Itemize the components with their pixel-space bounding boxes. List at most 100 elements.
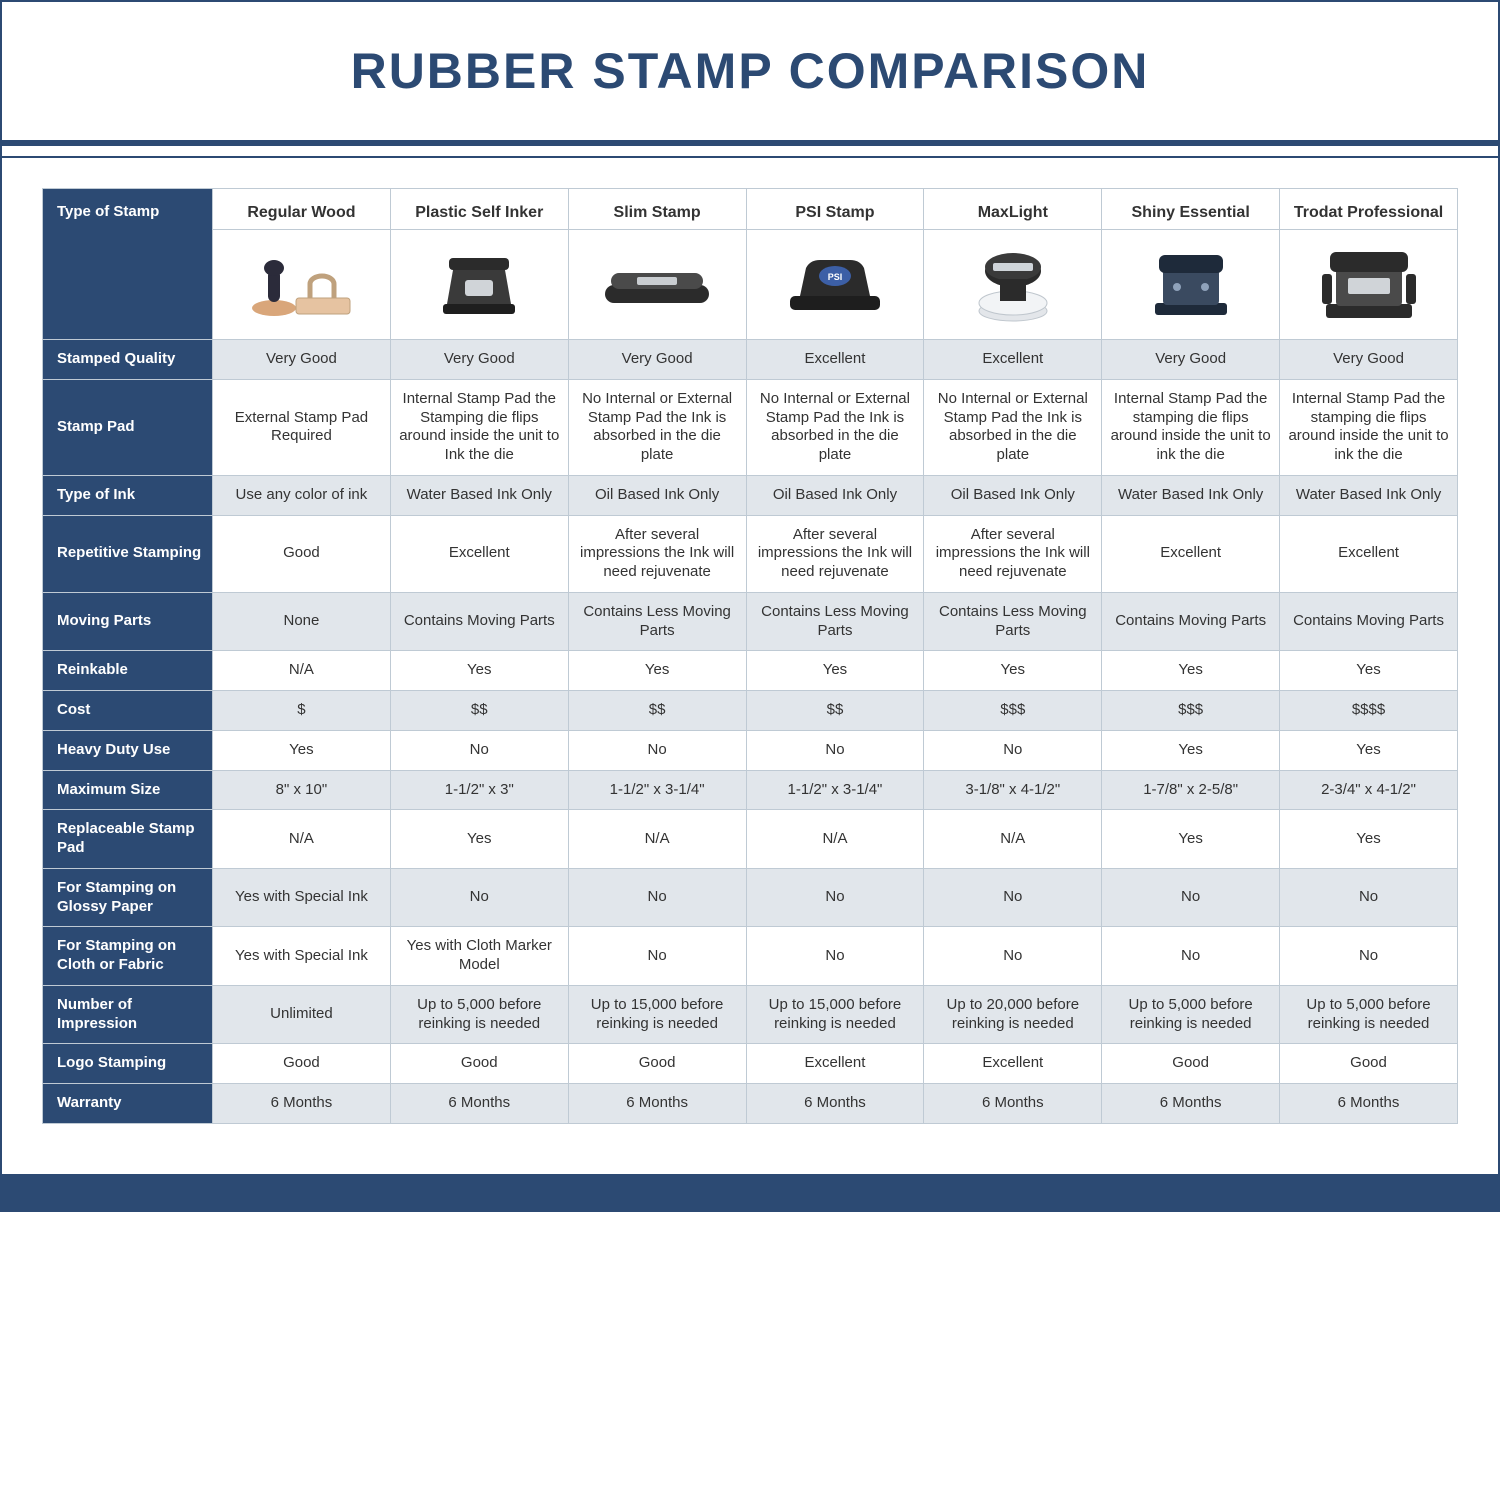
- row-label: Cost: [43, 691, 213, 731]
- table-cell: Yes: [390, 651, 568, 691]
- table-cell: Yes: [390, 810, 568, 869]
- psi-stamp-icon: PSI: [780, 252, 890, 317]
- table-cell: No: [390, 730, 568, 770]
- table-cell: No: [1102, 868, 1280, 927]
- table-cell: No: [390, 868, 568, 927]
- stamp-image-cell: [390, 230, 568, 340]
- table-cell: Excellent: [1102, 515, 1280, 592]
- table-cell: $$$: [1102, 691, 1280, 731]
- table-cell: Oil Based Ink Only: [568, 475, 746, 515]
- table-cell: Up to 5,000 before reinking is needed: [390, 985, 568, 1044]
- stamp-image-cell: [924, 230, 1102, 340]
- table-cell: Yes: [1280, 651, 1458, 691]
- table-cell: Internal Stamp Pad the Stamping die flip…: [390, 379, 568, 475]
- table-cell: Up to 5,000 before reinking is needed: [1280, 985, 1458, 1044]
- table-cell: Yes: [924, 651, 1102, 691]
- maxlight-stamp-icon: [968, 245, 1058, 325]
- table-cell: No: [1102, 927, 1280, 986]
- table-cell: Excellent: [746, 1044, 924, 1084]
- table-cell: Up to 15,000 before reinking is needed: [568, 985, 746, 1044]
- table-cell: Yes: [1102, 810, 1280, 869]
- table-cell: None: [213, 592, 391, 651]
- table-cell: Contains Less Moving Parts: [924, 592, 1102, 651]
- col-header: PSI Stamp: [746, 189, 924, 230]
- table-cell: After several impressions the Ink will n…: [746, 515, 924, 592]
- shiny-stamp-icon: [1141, 247, 1241, 322]
- table-cell: Very Good: [390, 340, 568, 380]
- wood-stamp-icon: [246, 250, 356, 320]
- table-cell: 6 Months: [1102, 1084, 1280, 1124]
- stamp-image-cell: [568, 230, 746, 340]
- table-cell: Very Good: [1280, 340, 1458, 380]
- table-cell: N/A: [924, 810, 1102, 869]
- table-cell: 6 Months: [924, 1084, 1102, 1124]
- row-label: Reinkable: [43, 651, 213, 691]
- table-cell: No: [568, 868, 746, 927]
- table-row: Maximum Size8" x 10"1-1/2" x 3"1-1/2" x …: [43, 770, 1458, 810]
- table-cell: 2-3/4" x 4-1/2": [1280, 770, 1458, 810]
- table-cell: N/A: [213, 651, 391, 691]
- table-cell: Yes: [1102, 730, 1280, 770]
- table-cell: Excellent: [1280, 515, 1458, 592]
- table-cell: Excellent: [924, 1044, 1102, 1084]
- table-cell: Yes with Cloth Marker Model: [390, 927, 568, 986]
- column-header-row: Type of Stamp Regular Wood Plastic Self …: [43, 189, 1458, 230]
- col-header: Shiny Essential: [1102, 189, 1280, 230]
- table-cell: Yes: [568, 651, 746, 691]
- row-label-type-of-stamp: Type of Stamp: [43, 189, 213, 340]
- col-header: Slim Stamp: [568, 189, 746, 230]
- table-cell: Up to 15,000 before reinking is needed: [746, 985, 924, 1044]
- row-label: Type of Ink: [43, 475, 213, 515]
- table-cell: Contains Less Moving Parts: [568, 592, 746, 651]
- table-cell: Good: [213, 1044, 391, 1084]
- table-cell: $$: [568, 691, 746, 731]
- table-row: ReinkableN/AYesYesYesYesYesYes: [43, 651, 1458, 691]
- table-cell: Oil Based Ink Only: [746, 475, 924, 515]
- stamp-image-cell: PSI: [746, 230, 924, 340]
- comparison-table: Type of Stamp Regular Wood Plastic Self …: [42, 188, 1458, 1124]
- table-cell: Good: [390, 1044, 568, 1084]
- table-cell: $$: [746, 691, 924, 731]
- table-cell: $: [213, 691, 391, 731]
- table-cell: No: [746, 730, 924, 770]
- stamp-image-row: PSI: [43, 230, 1458, 340]
- row-label: Repetitive Stamping: [43, 515, 213, 592]
- table-cell: N/A: [568, 810, 746, 869]
- table-cell: N/A: [213, 810, 391, 869]
- table-row: For Stamping on Glossy PaperYes with Spe…: [43, 868, 1458, 927]
- slim-stamp-icon: [597, 255, 717, 315]
- title-rule-thin: [2, 156, 1498, 158]
- row-label: Maximum Size: [43, 770, 213, 810]
- page-title: RUBBER STAMP COMPARISON: [2, 42, 1498, 100]
- table-head: Type of Stamp Regular Wood Plastic Self …: [43, 189, 1458, 340]
- table-cell: Use any color of ink: [213, 475, 391, 515]
- table-cell: Good: [1280, 1044, 1458, 1084]
- table-row: Repetitive StampingGood Excellent After se…: [43, 515, 1458, 592]
- table-wrap: Type of Stamp Regular Wood Plastic Self …: [2, 188, 1498, 1154]
- table-cell: Good: [213, 515, 391, 592]
- row-label: Warranty: [43, 1084, 213, 1124]
- table-cell: $$: [390, 691, 568, 731]
- table-cell: $$$: [924, 691, 1102, 731]
- table-cell: 1-1/2" x 3": [390, 770, 568, 810]
- table-row: Number of ImpressionUnlimitedUp to 5,000…: [43, 985, 1458, 1044]
- row-label: Replaceable Stamp Pad: [43, 810, 213, 869]
- table-cell: No: [1280, 868, 1458, 927]
- table-cell: 6 Months: [568, 1084, 746, 1124]
- table-cell: External Stamp Pad Required: [213, 379, 391, 475]
- table-cell: Very Good: [1102, 340, 1280, 380]
- table-row: Moving PartsNoneContains Moving PartsCon…: [43, 592, 1458, 651]
- table-cell: No Internal or External Stamp Pad the In…: [924, 379, 1102, 475]
- table-cell: Oil Based Ink Only: [924, 475, 1102, 515]
- table-cell: Yes with Special Ink: [213, 927, 391, 986]
- col-header: Trodat Professional: [1280, 189, 1458, 230]
- row-label: Number of Impression: [43, 985, 213, 1044]
- title-rule-thick: [2, 140, 1498, 146]
- table-row: Stamped QualityVery GoodVery GoodVery Go…: [43, 340, 1458, 380]
- table-cell: 6 Months: [746, 1084, 924, 1124]
- table-cell: 1-1/2" x 3-1/4": [568, 770, 746, 810]
- table-row: Cost$$$$$$$$$$$$$$$$$: [43, 691, 1458, 731]
- table-cell: 6 Months: [390, 1084, 568, 1124]
- table-cell: Water Based Ink Only: [1102, 475, 1280, 515]
- table-cell: 6 Months: [1280, 1084, 1458, 1124]
